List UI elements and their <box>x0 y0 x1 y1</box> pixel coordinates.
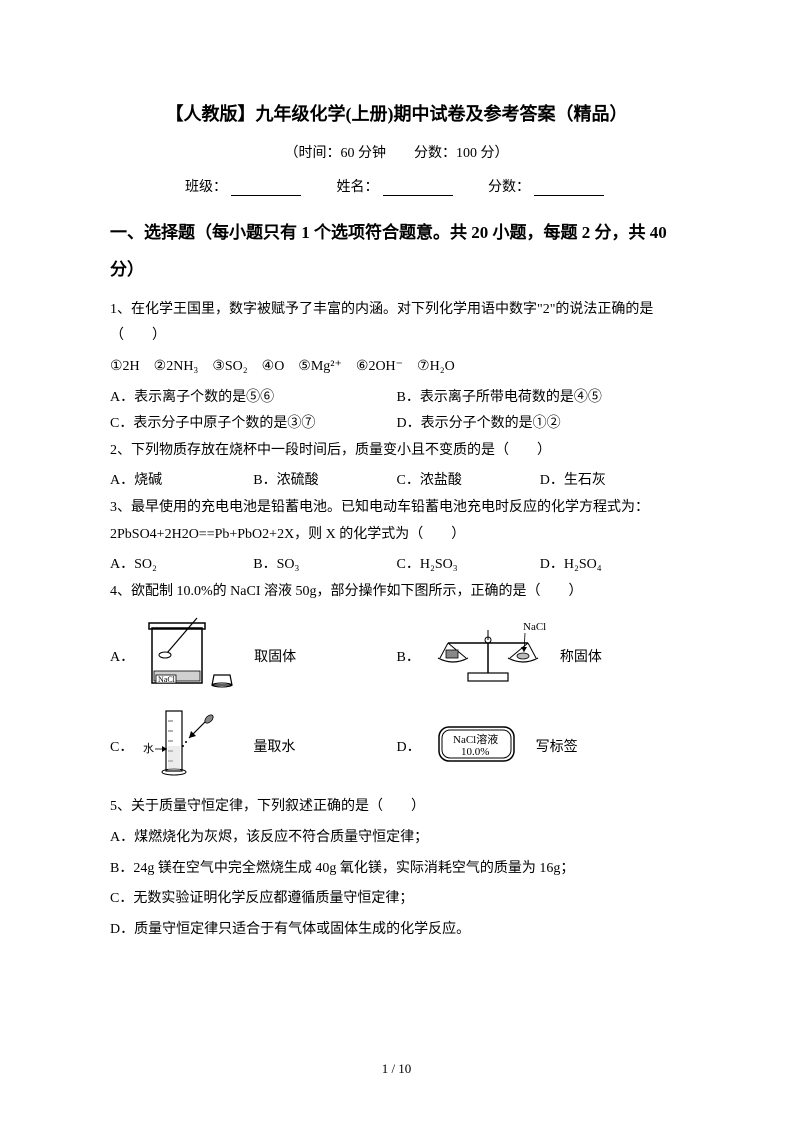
svg-text:NaCl溶液: NaCl溶液 <box>453 732 498 746</box>
score-label: 分数： <box>488 180 530 195</box>
q2-optD: D．生石灰 <box>540 468 683 495</box>
q4-row2: C． 水 量取水 D． <box>110 706 683 786</box>
q4-labelA: A． <box>110 646 134 666</box>
q1-optA: A．表示离子个数的是⑤⑥ <box>110 385 397 412</box>
section-1-header: 一、选择题（每小题只有 1 个选项符合题意。共 20 小题，每题 2 分，共 4… <box>110 214 683 289</box>
q3-optD: D．H₂SO₄ <box>540 552 683 579</box>
student-info-row: 班级： 姓名： 分数： <box>110 176 683 196</box>
label-bottle-icon: NaCl溶液 10.0% <box>429 719 524 774</box>
q5-optB: B．24g 镁在空气中完全燃烧生成 40g 氧化镁，实际消耗空气的质量为 16g… <box>110 856 683 883</box>
page-footer: 1 / 10 <box>0 1061 793 1077</box>
bottle-scoop-icon: NaCl <box>142 613 242 698</box>
time-score: （时间：60 分钟 分数：100 分） <box>110 142 683 162</box>
q4-labelD: D． <box>397 736 421 756</box>
balance-scale-icon: NaCl <box>428 618 548 693</box>
q1-optD: D．表示分子个数的是①② <box>397 411 684 438</box>
q3-optA: A．SO₂ <box>110 552 253 579</box>
q1-optC: C．表示分子中原子个数的是③⑦ <box>110 411 397 438</box>
q3-optC: C．H₂SO₃ <box>397 552 540 579</box>
q4-row1: A． NaCl 取固体 B． <box>110 613 683 698</box>
q1-formula: ①2H ②2NH₃ ③SO₂ ④O ⑤Mg²⁺ ⑥2OH⁻ ⑦H₂O <box>110 354 683 381</box>
svg-text:10.0%: 10.0% <box>461 746 489 758</box>
q1-row1: A．表示离子个数的是⑤⑥ B．表示离子所带电荷数的是④⑤ <box>110 385 683 412</box>
q5-optC: C．无数实验证明化学反应都遵循质量守恒定律； <box>110 886 683 913</box>
q3-text: 3、最早使用的充电电池是铅蓄电池。已知电动车铅蓄电池充电时反应的化学方程式为：2… <box>110 495 683 548</box>
water-label: 水 <box>143 742 154 755</box>
q4-labelC: C． <box>110 736 133 756</box>
q1-optB: B．表示离子所带电荷数的是④⑤ <box>397 385 684 412</box>
score-blank[interactable] <box>534 182 604 196</box>
q5-optA: A．煤燃烧化为灰烬，该反应不符合质量守恒定律； <box>110 825 683 852</box>
exam-title: 【人教版】九年级化学(上册)期中试卷及参考答案（精品） <box>110 100 683 126</box>
q3-opts: A．SO₂ B．SO₃ C．H₂SO₃ D．H₂SO₄ <box>110 552 683 579</box>
name-blank[interactable] <box>383 182 453 196</box>
q2-optA: A．烧碱 <box>110 468 253 495</box>
q5-optD: D．质量守恒定律只适合于有气体或固体生成的化学反应。 <box>110 917 683 944</box>
q1-text: 1、在化学王国里，数字被赋予了丰富的内涵。对下列化学用语中数字"2"的说法正确的… <box>110 297 683 350</box>
q2-optB: B．浓硫酸 <box>253 468 396 495</box>
q4-txtC: 量取水 <box>253 736 295 756</box>
q4-text: 4、欲配制 10.0%的 NaCI 溶液 50g，部分操作如下图所示，正确的是（… <box>110 579 683 606</box>
q3-optB: B．SO₃ <box>253 552 396 579</box>
q5-text: 5、关于质量守恒定律，下列叙述正确的是（ ） <box>110 794 683 821</box>
class-label: 班级： <box>185 180 227 195</box>
q4-txtD: 写标签 <box>536 736 578 756</box>
class-blank[interactable] <box>231 182 301 196</box>
q4-A: A． NaCl 取固体 <box>110 613 397 698</box>
q4-D: D． NaCl溶液 10.0% 写标签 <box>397 719 684 774</box>
name-label: 姓名： <box>337 180 379 195</box>
q4-txtA: 取固体 <box>254 646 296 666</box>
q2-opts: A．烧碱 B．浓硫酸 C．浓盐酸 D．生石灰 <box>110 468 683 495</box>
q4-C: C． 水 量取水 <box>110 706 397 786</box>
q4-txtB: 称固体 <box>560 646 602 666</box>
cylinder-dropper-icon: 水 <box>141 706 241 786</box>
q2-text: 2、下列物质存放在烧杯中一段时间后，质量变小且不变质的是（ ） <box>110 438 683 465</box>
q2-optC: C．浓盐酸 <box>397 468 540 495</box>
svg-text:NaCl: NaCl <box>523 621 546 633</box>
q4-B: B． NaCl 称固体 <box>397 618 684 693</box>
q4-labelB: B． <box>397 646 420 666</box>
q1-row2: C．表示分子中原子个数的是③⑦ D．表示分子个数的是①② <box>110 411 683 438</box>
svg-text:NaCl: NaCl <box>158 675 176 684</box>
